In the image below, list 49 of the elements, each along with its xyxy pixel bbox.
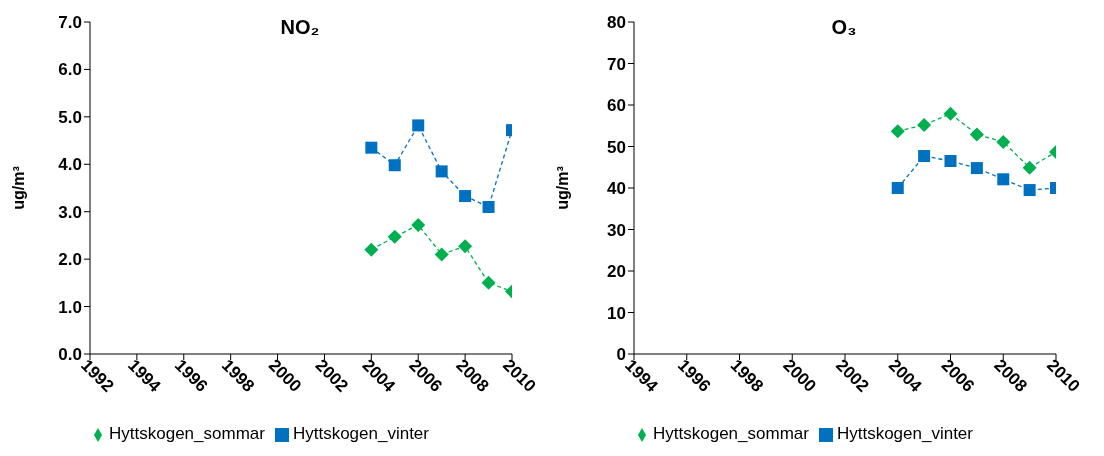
y-tick-label: 6.0 [58, 60, 82, 80]
y-tick-label: 80 [607, 13, 626, 33]
point [387, 229, 402, 244]
chart-title: O₃ [831, 16, 857, 38]
y-tick-label: 60 [607, 96, 626, 116]
y-tick-label: 30 [607, 220, 626, 240]
point [890, 124, 905, 139]
point [434, 247, 449, 262]
y-tick-label: 5.0 [58, 107, 82, 127]
legend-label: Hyttskogen_sommar [109, 424, 265, 443]
point [459, 190, 472, 203]
point [388, 159, 401, 172]
point [891, 182, 904, 194]
point [970, 162, 983, 175]
y-tick-label: 1.0 [58, 297, 82, 317]
point [1023, 184, 1036, 197]
point [365, 141, 378, 154]
y-tick-label: 10 [607, 303, 626, 323]
y-tick-label: 2.0 [58, 250, 82, 270]
point [364, 242, 379, 257]
y-axis-title: ug/m³ [553, 166, 571, 210]
point [943, 106, 958, 121]
y-tick-label: 40 [607, 179, 626, 199]
y-tick-label: 4.0 [58, 155, 82, 175]
point [917, 117, 932, 132]
point [997, 173, 1010, 186]
point [944, 155, 957, 168]
y-tick-label: 70 [607, 54, 626, 74]
y-tick-label: 3.0 [58, 202, 82, 222]
point [481, 275, 496, 290]
point [435, 165, 448, 178]
y-tick-label: 0.0 [58, 345, 82, 365]
legend-label: Hyttskogen_sommar [653, 424, 809, 443]
point [1022, 160, 1037, 175]
chart-title: NO₂ [280, 16, 320, 38]
point [969, 127, 984, 142]
point [996, 134, 1011, 149]
y-axis-title: ug/m³ [9, 166, 27, 210]
point [458, 239, 473, 254]
point [482, 200, 495, 213]
legend-label: Hyttskogen_vinter [836, 424, 973, 443]
y-tick-label: 20 [607, 262, 626, 282]
y-tick-label: 0 [616, 345, 626, 365]
y-tick-label: 50 [607, 137, 626, 157]
point [412, 119, 425, 132]
point [411, 217, 426, 232]
legend-label: Hyttskogen_vinter [292, 424, 429, 443]
point [918, 150, 931, 163]
y-tick-label: 7.0 [58, 13, 82, 33]
